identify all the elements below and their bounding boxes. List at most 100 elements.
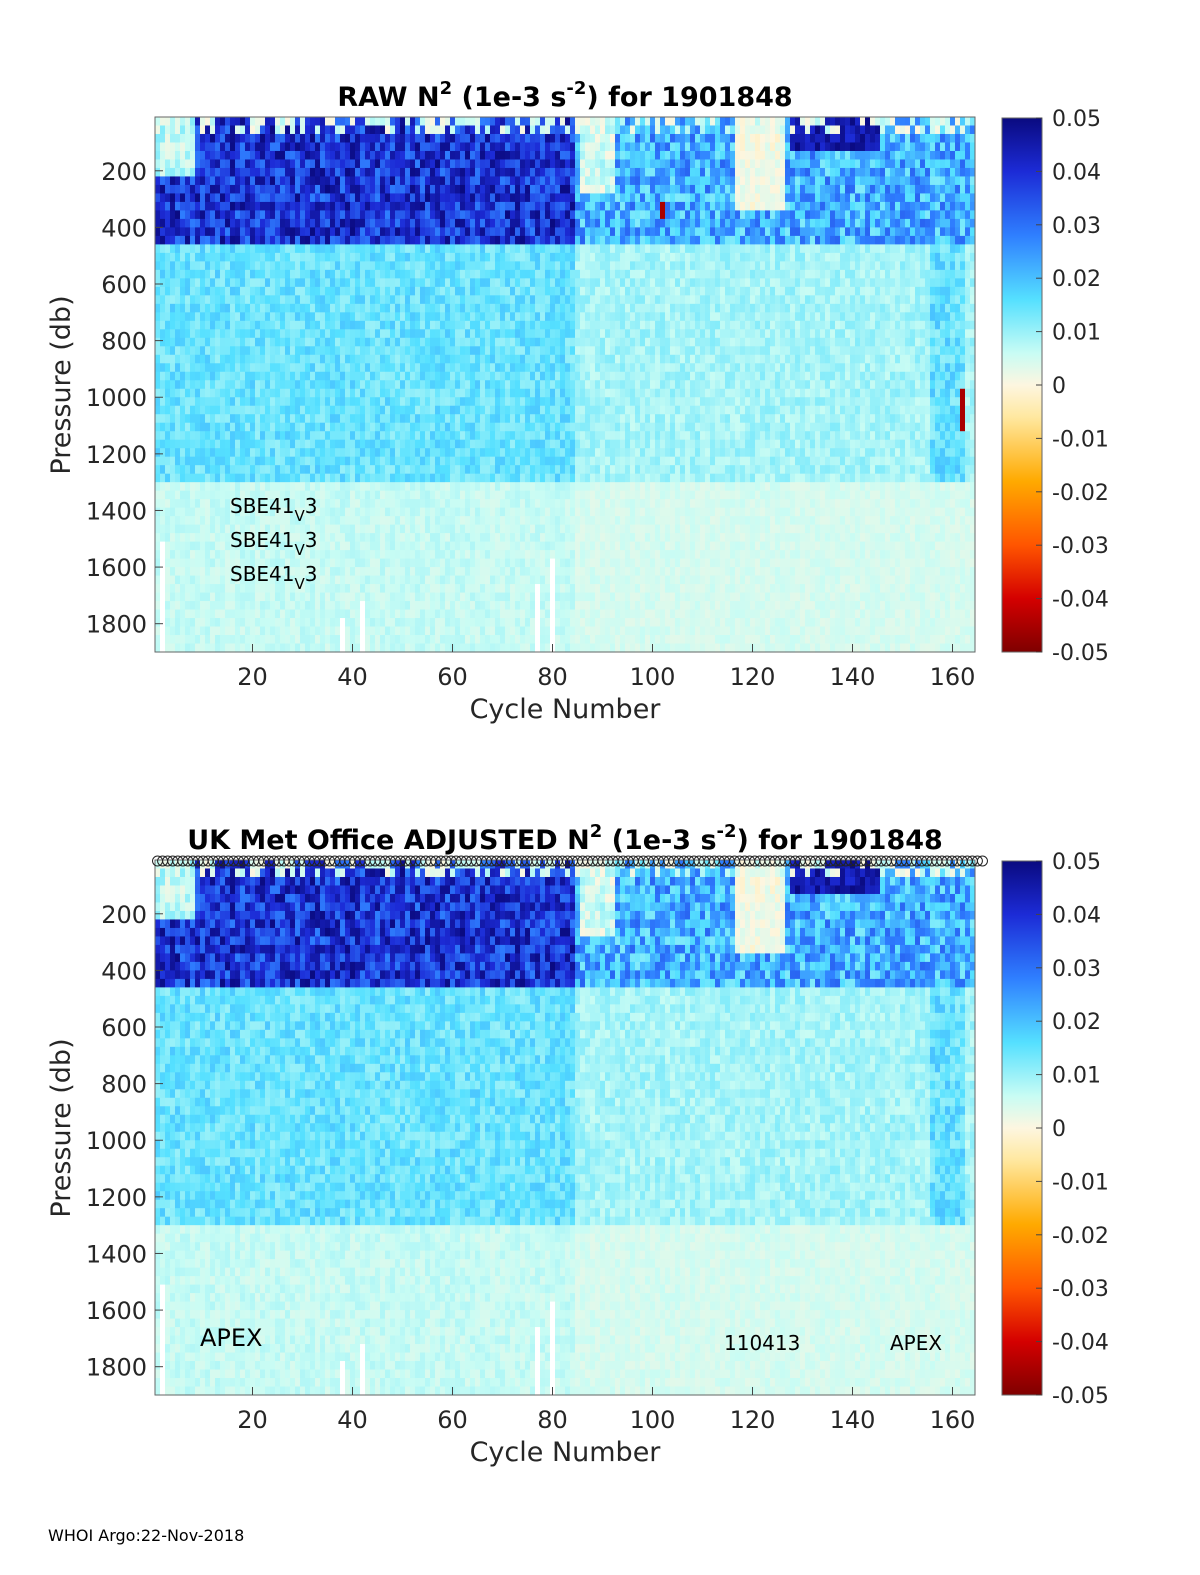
heatmap-cell bbox=[445, 210, 451, 220]
heatmap-cell bbox=[445, 397, 451, 407]
heatmap-cell bbox=[275, 235, 281, 245]
heatmap-cell bbox=[535, 125, 541, 135]
heatmap-cell bbox=[520, 635, 526, 645]
heatmap-cell bbox=[530, 125, 536, 135]
heatmap-cell bbox=[350, 252, 356, 262]
heatmap-cell bbox=[505, 490, 511, 500]
heatmap-cell bbox=[335, 431, 341, 441]
heatmap-cell bbox=[530, 278, 536, 288]
heatmap-cell bbox=[420, 167, 426, 178]
heatmap-cell bbox=[415, 388, 421, 398]
heatmap-cell bbox=[410, 558, 416, 568]
heatmap-cell bbox=[205, 524, 211, 534]
heatmap-cell bbox=[280, 524, 286, 534]
heatmap-cell bbox=[370, 354, 376, 364]
heatmap-cell bbox=[180, 150, 186, 161]
heatmap-cell bbox=[545, 286, 551, 296]
heatmap-cell bbox=[495, 507, 501, 517]
heatmap-cell bbox=[515, 210, 521, 220]
heatmap-cell bbox=[445, 227, 451, 237]
heatmap-cell bbox=[515, 550, 521, 560]
heatmap-cell bbox=[470, 142, 476, 152]
heatmap-cell bbox=[510, 626, 516, 636]
heatmap-cell bbox=[425, 354, 431, 364]
heatmap-cell bbox=[465, 422, 471, 432]
heatmap-cell bbox=[495, 516, 501, 526]
heatmap-cell bbox=[340, 295, 346, 305]
heatmap-cell bbox=[195, 184, 201, 195]
heatmap-cell bbox=[160, 584, 166, 594]
heatmap-cell bbox=[545, 482, 551, 492]
heatmap-cell bbox=[340, 218, 346, 228]
heatmap-cell bbox=[395, 269, 401, 279]
heatmap-cell bbox=[170, 235, 176, 245]
heatmap-cell bbox=[475, 363, 481, 373]
heatmap-cell bbox=[160, 414, 166, 424]
heatmap-cell bbox=[515, 533, 521, 543]
heatmap-cell bbox=[520, 295, 526, 305]
heatmap-cell bbox=[415, 295, 421, 305]
heatmap-cell bbox=[290, 473, 296, 483]
heatmap-cell bbox=[345, 346, 351, 356]
heatmap-cell bbox=[230, 558, 236, 568]
heatmap-cell bbox=[420, 584, 426, 594]
heatmap-cell bbox=[460, 643, 466, 653]
heatmap-cell bbox=[445, 516, 451, 526]
heatmap-cell bbox=[385, 371, 391, 381]
heatmap-cell bbox=[345, 125, 351, 135]
heatmap-cell bbox=[350, 210, 356, 220]
heatmap-cell bbox=[480, 312, 486, 322]
heatmap-cell bbox=[205, 117, 211, 127]
heatmap-cell bbox=[470, 150, 476, 161]
heatmap-cell bbox=[480, 320, 486, 330]
heatmap-cell bbox=[530, 507, 536, 517]
heatmap-cell bbox=[370, 201, 376, 212]
heatmap-cell bbox=[505, 354, 511, 364]
heatmap-cell bbox=[260, 133, 266, 144]
heatmap-cell bbox=[375, 431, 381, 441]
heatmap-cell bbox=[370, 261, 376, 271]
heatmap-cell bbox=[540, 117, 546, 127]
heatmap-cell bbox=[215, 227, 221, 237]
heatmap-cell bbox=[400, 567, 406, 577]
heatmap-cell bbox=[275, 422, 281, 432]
heatmap-cell bbox=[290, 626, 296, 636]
heatmap-cell bbox=[425, 533, 431, 543]
heatmap-cell bbox=[350, 320, 356, 330]
heatmap-cell bbox=[310, 303, 316, 313]
heatmap-cell bbox=[535, 592, 541, 602]
heatmap-cell bbox=[245, 133, 251, 144]
heatmap-cell bbox=[215, 201, 221, 212]
heatmap-cell bbox=[195, 312, 201, 322]
heatmap-cell bbox=[530, 261, 536, 271]
heatmap-cell bbox=[330, 388, 336, 398]
heatmap-cell bbox=[205, 414, 211, 424]
heatmap-cell bbox=[360, 558, 366, 568]
heatmap-cell bbox=[200, 286, 206, 296]
heatmap-cell bbox=[490, 397, 496, 407]
heatmap-cell bbox=[475, 371, 481, 381]
heatmap-cell bbox=[365, 244, 371, 254]
heatmap-cell bbox=[195, 601, 201, 611]
heatmap-cell bbox=[340, 235, 346, 245]
heatmap-cell bbox=[185, 507, 191, 517]
heatmap-cell bbox=[430, 278, 436, 288]
heatmap-cell bbox=[310, 133, 316, 144]
heatmap-cell bbox=[280, 473, 286, 483]
heatmap-cell bbox=[470, 567, 476, 577]
heatmap-cell bbox=[315, 371, 321, 381]
heatmap-cell bbox=[175, 235, 181, 245]
heatmap-cell bbox=[460, 380, 466, 390]
heatmap-cell bbox=[430, 150, 436, 161]
heatmap-cell bbox=[235, 184, 241, 195]
heatmap-cell bbox=[340, 524, 346, 534]
heatmap-cell bbox=[265, 550, 271, 560]
heatmap-cell bbox=[350, 405, 356, 415]
heatmap-cell bbox=[515, 303, 521, 313]
heatmap-cell bbox=[325, 397, 331, 407]
heatmap-cell bbox=[505, 159, 511, 169]
heatmap-cell bbox=[470, 414, 476, 424]
heatmap-cell bbox=[490, 269, 496, 279]
heatmap-cell bbox=[425, 184, 431, 195]
heatmap-cell bbox=[550, 193, 556, 203]
